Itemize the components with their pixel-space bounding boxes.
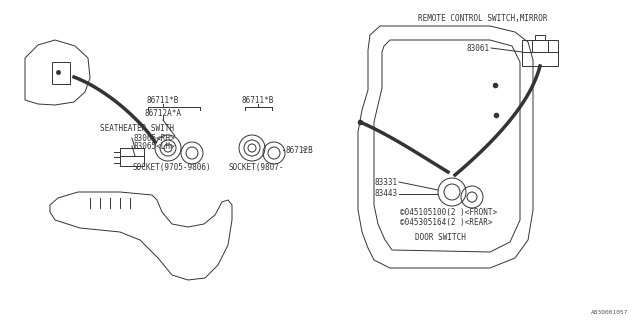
Text: REMOTE CONTROL SWITCH,MIRROR: REMOTE CONTROL SWITCH,MIRROR — [418, 13, 547, 22]
Text: >: > — [302, 146, 307, 155]
Text: 83065<LH>: 83065<LH> — [133, 141, 175, 150]
Text: 86712A*A: 86712A*A — [145, 108, 182, 117]
Text: SOCKET(9807-: SOCKET(9807- — [228, 163, 284, 172]
Text: 83443: 83443 — [375, 189, 398, 198]
Text: ©045105100(2 )<FRONT>: ©045105100(2 )<FRONT> — [400, 207, 497, 217]
Text: 86712B: 86712B — [285, 146, 313, 155]
Text: 86711*B: 86711*B — [147, 95, 179, 105]
Text: SEATHEATER SWITH: SEATHEATER SWITH — [100, 124, 174, 132]
Text: 83331: 83331 — [375, 178, 398, 187]
Text: 83065<RH>: 83065<RH> — [133, 133, 175, 142]
Text: DOOR SWITCH: DOOR SWITCH — [415, 234, 465, 243]
Text: SOCKET(9705-9806): SOCKET(9705-9806) — [132, 163, 211, 172]
Text: A830001057: A830001057 — [591, 309, 628, 315]
Text: ©045305164(2 )<REAR>: ©045305164(2 )<REAR> — [400, 218, 493, 227]
Text: 86711*B: 86711*B — [242, 95, 274, 105]
Text: 83061: 83061 — [467, 44, 490, 52]
